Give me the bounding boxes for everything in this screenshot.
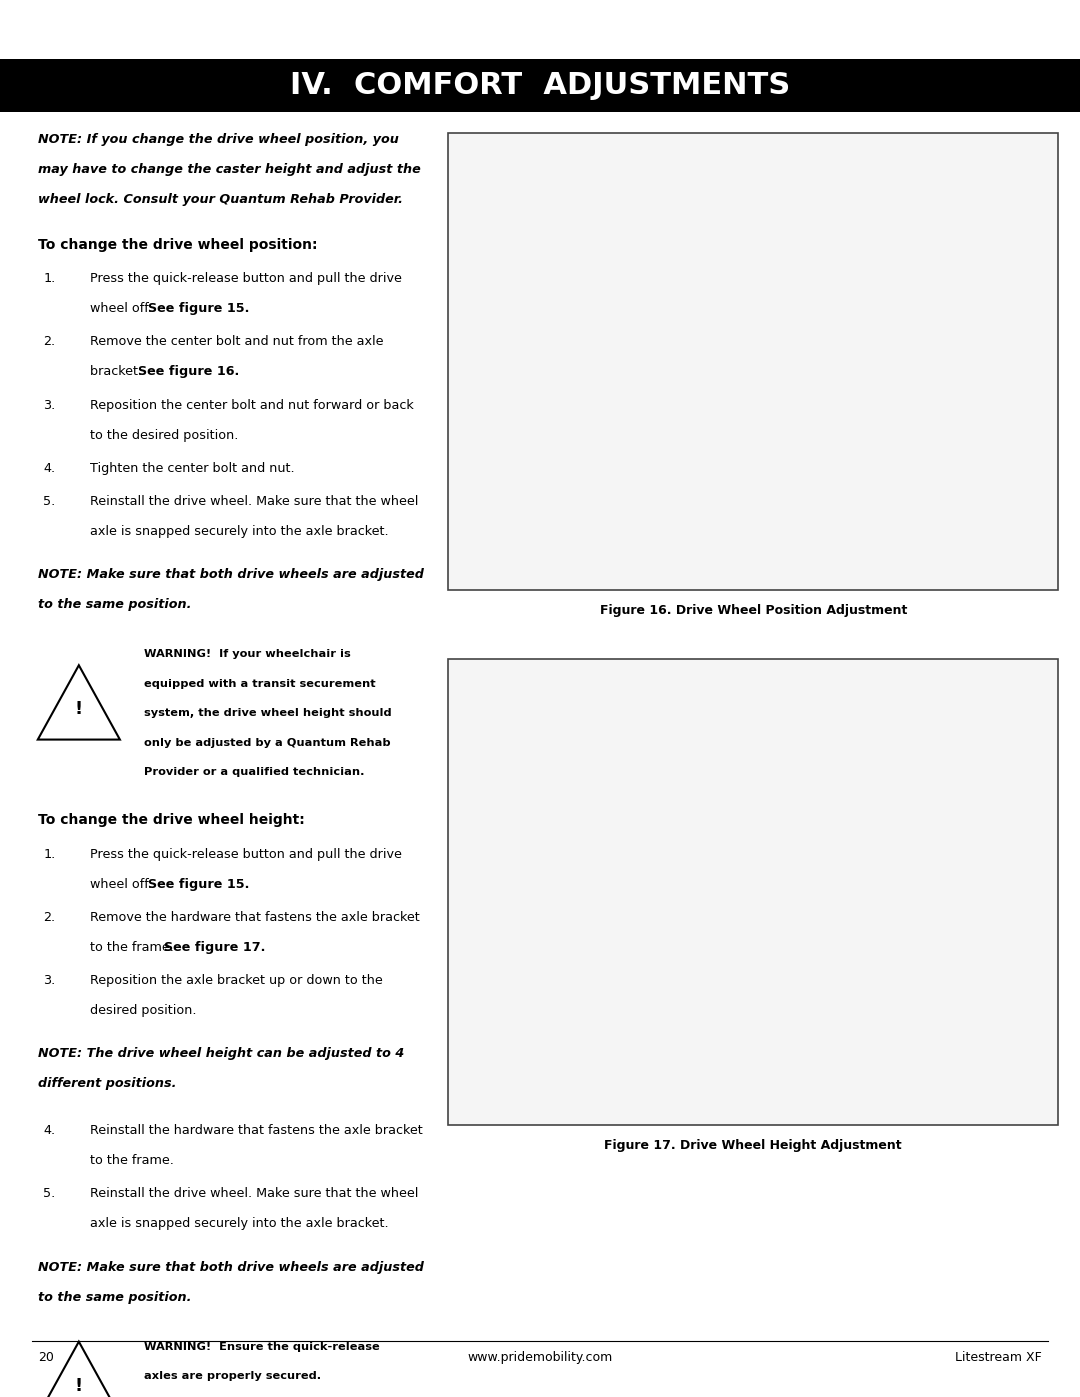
Text: 1.: 1. bbox=[43, 272, 55, 285]
Text: 2.: 2. bbox=[43, 335, 55, 348]
Text: Press the quick-release button and pull the drive: Press the quick-release button and pull … bbox=[90, 848, 402, 861]
Text: Press the quick-release button and pull the drive: Press the quick-release button and pull … bbox=[90, 272, 402, 285]
Text: See figure 17.: See figure 17. bbox=[164, 940, 266, 954]
Text: To change the drive wheel height:: To change the drive wheel height: bbox=[38, 813, 305, 827]
Text: IV.  COMFORT  ADJUSTMENTS: IV. COMFORT ADJUSTMENTS bbox=[289, 71, 791, 99]
Text: Reinstall the drive wheel. Make sure that the wheel: Reinstall the drive wheel. Make sure tha… bbox=[90, 1187, 418, 1200]
Text: to the same position.: to the same position. bbox=[38, 598, 191, 612]
Text: axle is snapped securely into the axle bracket.: axle is snapped securely into the axle b… bbox=[90, 525, 389, 538]
Text: To change the drive wheel position:: To change the drive wheel position: bbox=[38, 237, 318, 251]
Text: www.pridemobility.com: www.pridemobility.com bbox=[468, 1351, 612, 1363]
Text: 3.: 3. bbox=[43, 398, 55, 412]
Text: to the desired position.: to the desired position. bbox=[90, 429, 238, 441]
Text: Remove the hardware that fastens the axle bracket: Remove the hardware that fastens the axl… bbox=[90, 911, 419, 923]
Text: Reinstall the drive wheel. Make sure that the wheel: Reinstall the drive wheel. Make sure tha… bbox=[90, 495, 418, 507]
Text: Remove the center bolt and nut from the axle: Remove the center bolt and nut from the … bbox=[90, 335, 383, 348]
Text: to the frame.: to the frame. bbox=[90, 940, 177, 954]
Text: 20: 20 bbox=[38, 1351, 54, 1363]
Text: See figure 15.: See figure 15. bbox=[148, 877, 249, 891]
Text: Reposition the axle bracket up or down to the: Reposition the axle bracket up or down t… bbox=[90, 974, 382, 986]
Text: bracket.: bracket. bbox=[90, 366, 146, 379]
Text: Figure 16. Drive Wheel Position Adjustment: Figure 16. Drive Wheel Position Adjustme… bbox=[599, 604, 907, 616]
Text: only be adjusted by a Quantum Rehab: only be adjusted by a Quantum Rehab bbox=[144, 738, 390, 747]
Text: to the same position.: to the same position. bbox=[38, 1291, 191, 1303]
Text: axles are properly secured.: axles are properly secured. bbox=[144, 1370, 321, 1382]
Text: NOTE: The drive wheel height can be adjusted to 4: NOTE: The drive wheel height can be adju… bbox=[38, 1048, 404, 1060]
Text: to the frame.: to the frame. bbox=[90, 1154, 174, 1166]
Text: Provider or a qualified technician.: Provider or a qualified technician. bbox=[144, 767, 364, 777]
Text: NOTE: If you change the drive wheel position, you: NOTE: If you change the drive wheel posi… bbox=[38, 133, 399, 145]
Text: system, the drive wheel height should: system, the drive wheel height should bbox=[144, 708, 391, 718]
Text: Tighten the center bolt and nut.: Tighten the center bolt and nut. bbox=[90, 461, 294, 475]
Text: WARNING!  Ensure the quick-release: WARNING! Ensure the quick-release bbox=[144, 1341, 379, 1352]
Text: 5.: 5. bbox=[43, 495, 55, 507]
Bar bbox=[0, 59, 1080, 112]
Text: 4.: 4. bbox=[43, 1123, 55, 1137]
Text: equipped with a transit securement: equipped with a transit securement bbox=[144, 679, 375, 689]
Text: wheel lock. Consult your Quantum Rehab Provider.: wheel lock. Consult your Quantum Rehab P… bbox=[38, 193, 403, 205]
Text: See figure 16.: See figure 16. bbox=[138, 366, 239, 379]
Text: different positions.: different positions. bbox=[38, 1077, 176, 1090]
Text: !: ! bbox=[75, 700, 83, 718]
Text: 5.: 5. bbox=[43, 1187, 55, 1200]
Bar bbox=[448, 133, 1058, 590]
Text: NOTE: Make sure that both drive wheels are adjusted: NOTE: Make sure that both drive wheels a… bbox=[38, 1260, 423, 1274]
Text: desired position.: desired position. bbox=[90, 1003, 197, 1017]
Text: 3.: 3. bbox=[43, 974, 55, 986]
Text: Figure 17. Drive Wheel Height Adjustment: Figure 17. Drive Wheel Height Adjustment bbox=[605, 1139, 902, 1151]
Text: NOTE: Make sure that both drive wheels are adjusted: NOTE: Make sure that both drive wheels a… bbox=[38, 569, 423, 581]
Text: 2.: 2. bbox=[43, 911, 55, 923]
Text: wheel off.: wheel off. bbox=[90, 302, 156, 316]
Text: !: ! bbox=[75, 1376, 83, 1394]
Text: Litestream XF: Litestream XF bbox=[956, 1351, 1042, 1363]
Text: Reposition the center bolt and nut forward or back: Reposition the center bolt and nut forwa… bbox=[90, 398, 414, 412]
Text: may have to change the caster height and adjust the: may have to change the caster height and… bbox=[38, 162, 420, 176]
Text: See figure 15.: See figure 15. bbox=[148, 302, 249, 316]
Text: WARNING!  If your wheelchair is: WARNING! If your wheelchair is bbox=[144, 650, 350, 659]
Text: 1.: 1. bbox=[43, 848, 55, 861]
Text: axle is snapped securely into the axle bracket.: axle is snapped securely into the axle b… bbox=[90, 1217, 389, 1229]
Text: wheel off.: wheel off. bbox=[90, 877, 156, 891]
Text: 4.: 4. bbox=[43, 461, 55, 475]
Text: Reinstall the hardware that fastens the axle bracket: Reinstall the hardware that fastens the … bbox=[90, 1123, 422, 1137]
Bar bbox=[448, 659, 1058, 1125]
